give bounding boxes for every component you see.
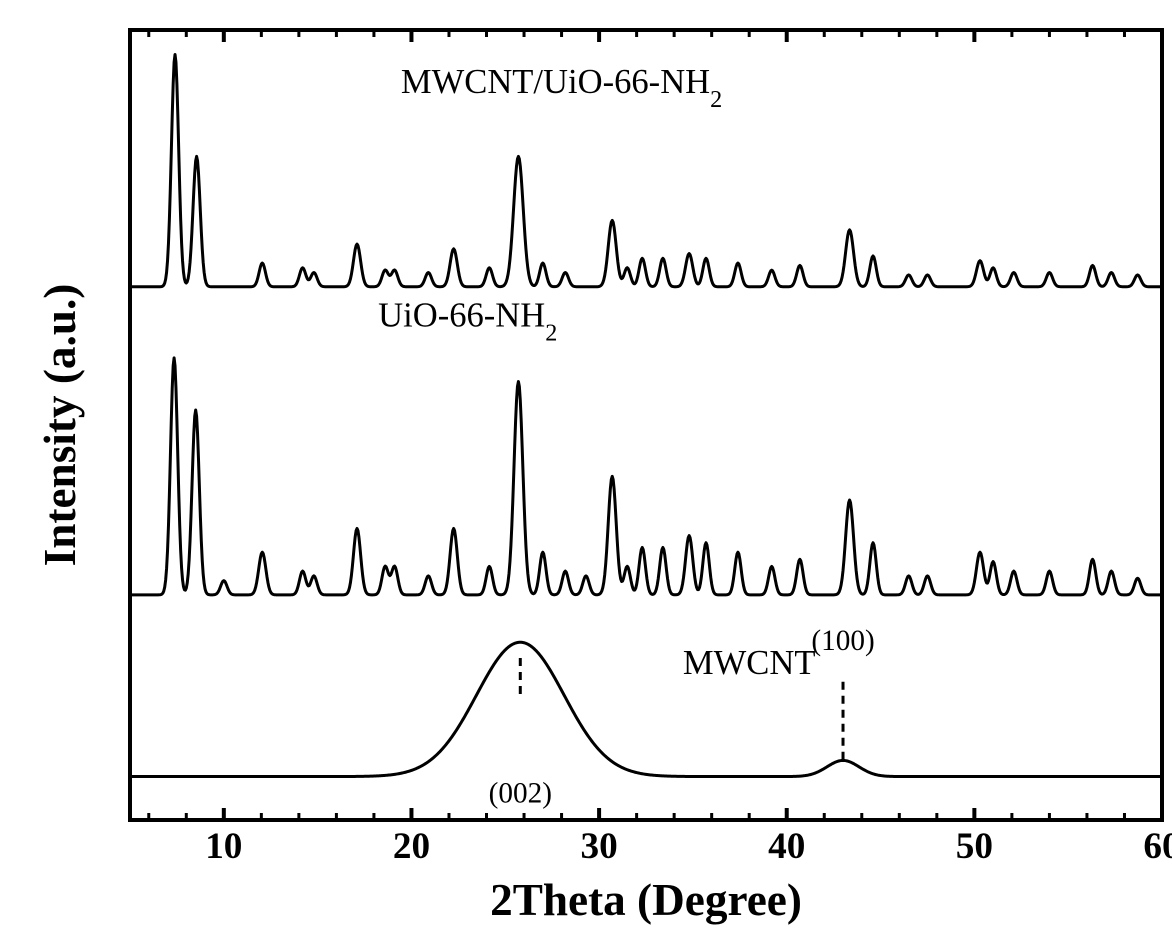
y-axis-label: Intensity (a.u.) — [35, 284, 85, 567]
series-label-mwcnt: MWCNT — [683, 644, 816, 682]
x-tick-label: 40 — [768, 826, 805, 867]
hkl-label-002: (002) — [489, 778, 552, 810]
x-tick-label: 20 — [393, 826, 430, 867]
x-axis-label: 2Theta (Degree) — [490, 875, 802, 925]
hkl-label-100: (100) — [811, 625, 874, 657]
x-tick-label: 50 — [956, 826, 993, 867]
x-tick-label: 30 — [580, 826, 617, 867]
x-tick-label: 10 — [205, 826, 242, 867]
x-tick-label: 60 — [1143, 826, 1172, 867]
xrd-figure: 10 20 30 40 50 60 2Theta (Degree) Intensity (a.… — [0, 0, 1172, 950]
